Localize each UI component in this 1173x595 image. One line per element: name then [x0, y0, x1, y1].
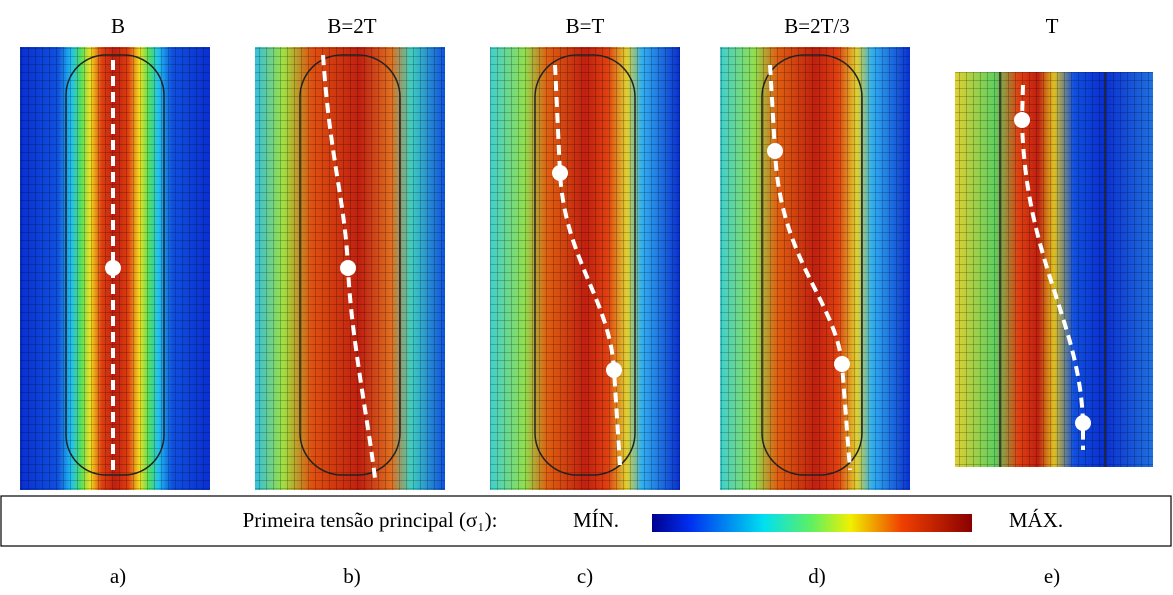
- legend-max: MÁX.: [1009, 508, 1063, 532]
- legend-label: Primeira tensão principal (σ₁):: [243, 508, 498, 532]
- contour-plot: [20, 47, 210, 490]
- panel-caption: d): [808, 564, 826, 588]
- colorbar: [652, 514, 972, 532]
- panel-caption: c): [577, 564, 593, 588]
- panel-title: B=T: [566, 14, 605, 38]
- legend-box: [0, 495, 1172, 547]
- panel-caption: a): [110, 564, 126, 588]
- contour-plot: [955, 72, 1153, 467]
- panel-title: B: [111, 14, 125, 38]
- panel-title: B=2T/3: [784, 14, 850, 38]
- contour-plot: [255, 47, 445, 490]
- panel-caption: e): [1044, 564, 1060, 588]
- panel-caption: b): [343, 564, 361, 588]
- contour-plot: [720, 47, 910, 490]
- contour-plot: [490, 47, 680, 490]
- legend-min: MÍN.: [573, 508, 619, 532]
- panel-title: T: [1046, 14, 1059, 38]
- panel-title: B=2T: [327, 14, 376, 38]
